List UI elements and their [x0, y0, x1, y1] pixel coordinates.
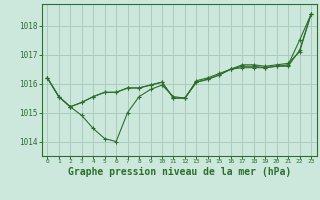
X-axis label: Graphe pression niveau de la mer (hPa): Graphe pression niveau de la mer (hPa) — [68, 167, 291, 177]
